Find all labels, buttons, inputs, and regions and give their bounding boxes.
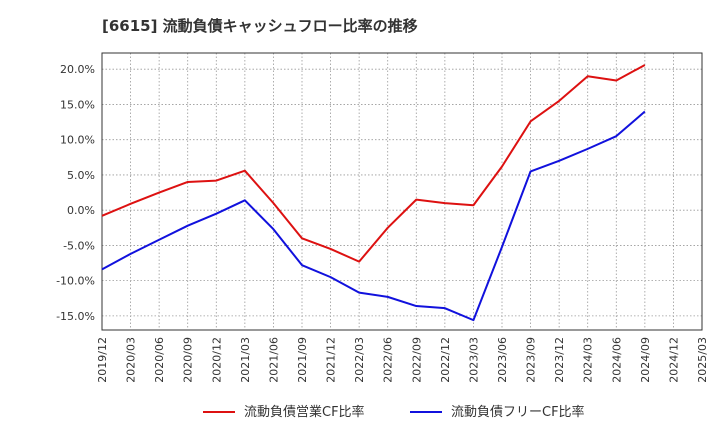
x-tick-label: 2020/03 bbox=[125, 337, 138, 383]
axes: 20.0% 15.0% 10.0% 5.0% 0.0% -5.0% -10.0% -15.0%… bbox=[56, 52, 709, 383]
y-tick-label: 5.0% bbox=[67, 169, 95, 182]
x-tick-label: 2020/09 bbox=[182, 337, 195, 383]
x-tick-label: 2020/06 bbox=[153, 337, 166, 383]
y-tick-label: 20.0% bbox=[60, 63, 95, 76]
chart-title: [6615] 流動負債キャッシュフロー比率の推移 bbox=[102, 17, 418, 35]
x-tick-label: 2022/06 bbox=[382, 337, 395, 383]
x-tick-label: 2021/09 bbox=[296, 337, 309, 383]
x-tick-label: 2023/03 bbox=[467, 337, 480, 383]
y-tick-label: -5.0% bbox=[63, 239, 95, 252]
x-tick-label: 2022/03 bbox=[353, 337, 366, 383]
grid bbox=[101, 53, 703, 330]
x-tick-label: 2023/06 bbox=[496, 337, 509, 383]
x-tick-label: 2024/03 bbox=[582, 337, 595, 383]
legend: 流動負債営業CF比率 流動負債フリーCF比率 bbox=[203, 404, 585, 420]
y-tick-label: 15.0% bbox=[60, 98, 95, 111]
x-tick-label: 2024/12 bbox=[667, 337, 680, 383]
x-tick-label: 2022/12 bbox=[439, 337, 452, 383]
x-tick-label: 2023/09 bbox=[525, 337, 538, 383]
legend-label-2: 流動負債フリーCF比率 bbox=[451, 404, 585, 420]
x-tick-label: 2021/12 bbox=[325, 337, 338, 383]
series bbox=[101, 64, 646, 322]
plot-frame bbox=[101, 52, 703, 331]
x-tick-label: 2024/06 bbox=[610, 337, 623, 383]
y-tick-label: 0.0% bbox=[67, 204, 95, 217]
x-tick-label: 2021/06 bbox=[267, 337, 280, 383]
y-tick-label: -10.0% bbox=[56, 275, 95, 288]
series-line-1 bbox=[101, 64, 646, 263]
y-tick-label: -15.0% bbox=[56, 310, 95, 323]
x-tick-label: 2021/03 bbox=[239, 337, 252, 383]
series-line-2 bbox=[101, 110, 646, 322]
legend-label-1: 流動負債営業CF比率 bbox=[244, 404, 365, 420]
x-tick-label: 2019/12 bbox=[96, 337, 109, 383]
x-tick-label: 2023/12 bbox=[553, 337, 566, 383]
x-tick-label: 2024/09 bbox=[639, 337, 652, 383]
x-tick-label: 2025/03 bbox=[696, 337, 709, 383]
x-tick-label: 2020/12 bbox=[210, 337, 223, 383]
y-tick-label: 10.0% bbox=[60, 134, 95, 147]
x-tick-label: 2022/09 bbox=[410, 337, 423, 383]
